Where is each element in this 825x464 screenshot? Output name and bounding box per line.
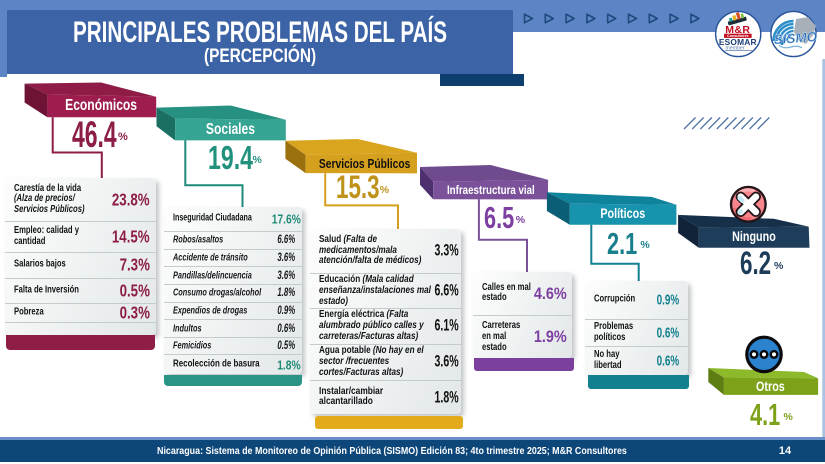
svg-text:member: member <box>726 45 745 51</box>
svg-text:SISMO: SISMO <box>773 29 818 47</box>
svg-text:M&R: M&R <box>725 24 750 36</box>
svg-text:Consultores: Consultores <box>727 34 749 38</box>
svg-text:ESOMAR: ESOMAR <box>719 37 757 47</box>
